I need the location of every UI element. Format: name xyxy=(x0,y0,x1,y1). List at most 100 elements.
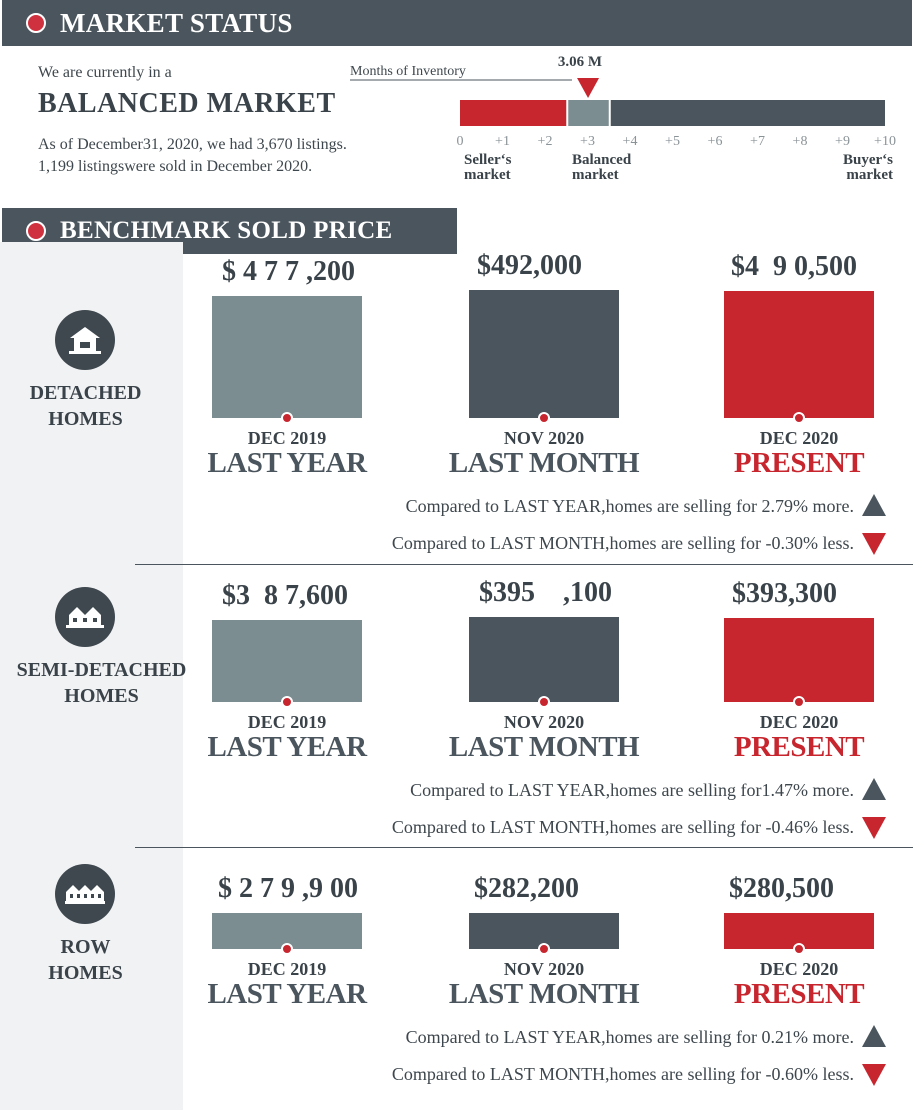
zone-label: Balanced xyxy=(572,152,632,168)
scale-tick-label: +7 xyxy=(750,134,765,149)
zone-label: Buyer‘s xyxy=(843,152,893,168)
scale-tick-label: +3 xyxy=(580,134,595,149)
price-value-label: $4 9 0,500 xyxy=(731,251,857,282)
period-label: LAST YEAR xyxy=(207,447,367,479)
bar-dot-icon xyxy=(538,696,550,708)
bar-dot-icon xyxy=(793,943,805,955)
price-value-label: $393,300 xyxy=(732,578,837,609)
zone-label: market xyxy=(846,167,893,183)
price-bar xyxy=(724,618,874,708)
market-intro: We are currently in a xyxy=(38,64,172,81)
price-value-label: $395 ,100 xyxy=(479,577,612,608)
inventory-label: Months of Inventory xyxy=(350,64,466,79)
market-type: BALANCED MARKET xyxy=(38,88,336,119)
period-label: LAST YEAR xyxy=(207,731,367,763)
arrow-up-icon xyxy=(862,778,886,800)
period-label: PRESENT xyxy=(733,731,865,763)
category-label-line2: HOMES xyxy=(64,685,139,707)
scale-tick-label: +8 xyxy=(793,134,808,149)
bar-dot-icon xyxy=(538,412,550,424)
bar-dot-icon xyxy=(281,943,293,955)
sold-line: 1,199 listingswere sold in December 2020… xyxy=(38,158,313,175)
period-label: LAST YEAR xyxy=(207,978,367,1010)
period-date: NOV 2020 xyxy=(503,428,585,448)
price-bar xyxy=(469,913,619,955)
scale-tick-label: +1 xyxy=(495,134,510,149)
market-status-title: MARKET STATUS xyxy=(60,7,293,38)
price-bar xyxy=(724,913,874,955)
scale-tick-label: +9 xyxy=(835,134,850,149)
scale-tick-label: +5 xyxy=(665,134,680,149)
benchmark-title: BENCHMARK SOLD PRICE xyxy=(60,217,393,244)
section-divider xyxy=(135,847,913,848)
period-label: LAST MONTH xyxy=(448,447,640,479)
period-label: PRESENT xyxy=(733,447,865,479)
category-label-line1: DETACHED xyxy=(29,382,142,404)
period-date: DEC 2019 xyxy=(247,428,327,448)
scale-zone-balanced xyxy=(568,100,609,126)
period-date: NOV 2020 xyxy=(503,712,585,732)
zone-label: Seller‘s xyxy=(464,152,512,168)
scale-tick-label: +10 xyxy=(874,134,896,149)
inventory-scale: Months of Inventory 3.06 M 0 +1 +2 +3 +4 +5 +6… xyxy=(350,54,896,183)
bullet-icon xyxy=(26,221,46,241)
compare-last-year: Compared to LAST YEAR,homes are selling … xyxy=(410,780,854,800)
category-label: SEMI-DETACHED HOMES xyxy=(10,657,193,709)
compare-last-year: Compared to LAST YEAR,homes are selling … xyxy=(405,1027,854,1047)
arrow-down-icon xyxy=(862,817,886,839)
bar-dot-icon xyxy=(793,412,805,424)
price-bar xyxy=(724,291,874,424)
price-bar xyxy=(212,620,362,708)
category-label-line1: ROW xyxy=(60,936,111,958)
inventory-marker-icon xyxy=(577,78,600,98)
compare-last-month: Compared to LAST MONTH,homes are selling… xyxy=(391,817,854,837)
bullet-icon xyxy=(26,13,46,33)
period-date: DEC 2019 xyxy=(247,959,327,979)
scale-zone-buyer xyxy=(610,100,885,126)
period-date: DEC 2019 xyxy=(247,712,327,732)
category-label: DETACHED HOMES xyxy=(0,380,177,432)
arrow-up-icon xyxy=(862,494,886,516)
section-divider xyxy=(135,564,913,565)
category-sidebar xyxy=(0,242,183,1110)
price-value-label: $ 2 7 9 ,9 00 xyxy=(218,873,358,904)
category-label: ROW HOMES xyxy=(0,934,177,986)
arrow-down-icon xyxy=(862,1064,886,1086)
market-status-header: MARKET STATUS xyxy=(2,0,912,46)
compare-last-month: Compared to LAST MONTH,homes are selling… xyxy=(391,533,854,553)
category-label-line2: HOMES xyxy=(48,408,123,430)
bar-dot-icon xyxy=(281,412,293,424)
bar-dot-icon xyxy=(538,943,550,955)
listings-line: As of December31, 2020, we had 3,670 lis… xyxy=(38,136,347,153)
period-label: PRESENT xyxy=(733,978,865,1010)
category-label-line2: HOMES xyxy=(48,962,123,984)
price-value-label: $ 4 7 7 ,200 xyxy=(222,256,355,287)
period-label: LAST MONTH xyxy=(448,978,640,1010)
zone-label: market xyxy=(464,167,511,183)
price-bar xyxy=(469,290,619,424)
scale-tick-label: +2 xyxy=(538,134,553,149)
semi-detached-icon xyxy=(55,587,115,647)
price-value-label: $282,200 xyxy=(474,873,579,904)
category-label-line1: SEMI-DETACHED xyxy=(16,659,187,681)
arrow-down-icon xyxy=(862,533,886,555)
price-value-label: $492,000 xyxy=(477,250,582,281)
period-date: DEC 2020 xyxy=(759,712,839,732)
arrow-up-icon xyxy=(862,1025,886,1047)
price-value-label: $3 8 7,600 xyxy=(222,580,348,611)
house-icon xyxy=(55,310,115,370)
inventory-value: 3.06 M xyxy=(558,54,602,70)
period-date: DEC 2020 xyxy=(759,959,839,979)
scale-tick-label: 0 xyxy=(457,134,464,149)
price-value-label: $280,500 xyxy=(729,873,834,904)
zone-label: market xyxy=(572,167,619,183)
period-label: LAST MONTH xyxy=(448,731,640,763)
period-date: DEC 2020 xyxy=(759,428,839,448)
compare-last-month: Compared to LAST MONTH,homes are selling… xyxy=(391,1064,854,1084)
compare-last-year: Compared to LAST YEAR,homes are selling … xyxy=(405,496,854,516)
price-bar xyxy=(212,913,362,955)
price-bar xyxy=(469,617,619,708)
period-date: NOV 2020 xyxy=(503,959,585,979)
bar-dot-icon xyxy=(281,696,293,708)
scale-zone-seller xyxy=(460,100,567,126)
